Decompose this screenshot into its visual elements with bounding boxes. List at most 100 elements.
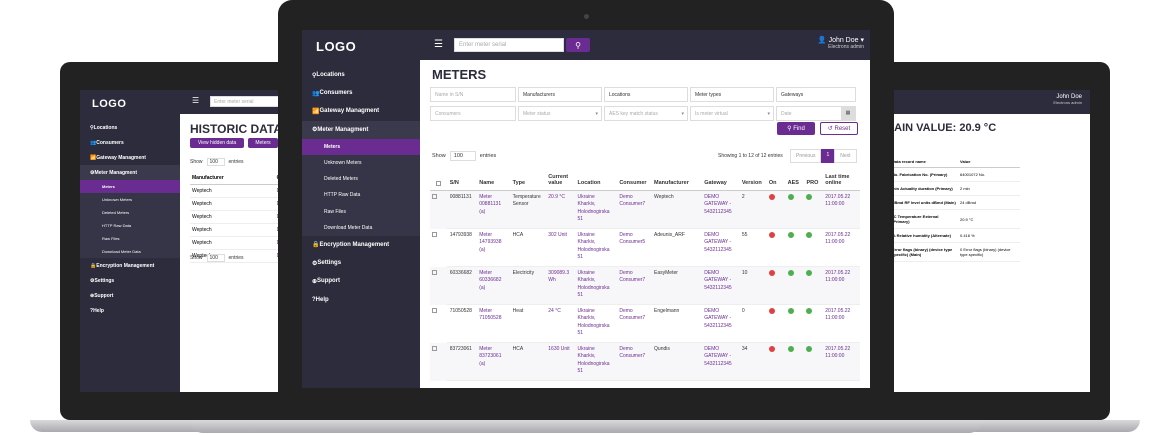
nav-locations[interactable]: ⚲ Locations bbox=[90, 124, 118, 131]
nav-settings[interactable]: ⚙ Settings bbox=[90, 277, 115, 284]
cell-name[interactable]: Meter 00881131 (a) bbox=[476, 190, 510, 229]
prev-button[interactable]: Previous bbox=[790, 149, 822, 163]
cell-val[interactable]: 1630 Unit bbox=[545, 342, 575, 381]
filter-locations[interactable]: Locations bbox=[604, 87, 688, 102]
calendar-icon[interactable]: ▦ bbox=[841, 107, 855, 120]
nav-support[interactable]: ⊕ Support bbox=[90, 292, 114, 299]
reset-button[interactable]: ↺ Reset bbox=[820, 122, 858, 135]
nav-gateway-managment[interactable]: 📶 Gateway Managment bbox=[312, 108, 380, 115]
subnav-meters[interactable]: Meters bbox=[302, 138, 420, 155]
subnav-download-meter-data[interactable]: Download Meter Data bbox=[80, 245, 180, 258]
nav-encryption-management[interactable]: 🔒 Encryption Management bbox=[90, 262, 155, 269]
subnav-http-raw-data[interactable]: HTTP Raw Data bbox=[302, 187, 420, 204]
column-header[interactable]: Consumer bbox=[616, 172, 652, 191]
column-header[interactable]: Last time online bbox=[822, 172, 860, 191]
column-header[interactable]: Version bbox=[738, 172, 766, 191]
meters-button[interactable]: Meters bbox=[248, 138, 278, 148]
nav-locations[interactable]: ⚲ Locations bbox=[312, 72, 345, 79]
cell-last[interactable]: 2017.05.22 11:00:00 bbox=[822, 342, 860, 381]
nav-support[interactable]: ⊕ Support bbox=[312, 278, 341, 285]
column-header[interactable]: Gateway bbox=[701, 172, 739, 191]
filter-manufacturers[interactable]: Manufacturers bbox=[518, 87, 602, 102]
nav-gateway-managment[interactable]: 📶 Gateway Managment bbox=[90, 154, 146, 161]
cell-gw[interactable]: DEMO GATEWAY - 5432112345 bbox=[701, 342, 739, 381]
row-checkbox[interactable] bbox=[430, 267, 447, 305]
cell-name[interactable]: Meter 83723061 (a) bbox=[476, 342, 510, 381]
cell-val[interactable]: 24 °C bbox=[545, 304, 575, 343]
search-icon[interactable]: ⚲ bbox=[566, 38, 590, 52]
nav-help[interactable]: ? Help bbox=[90, 307, 104, 314]
menu-icon[interactable]: ☰ bbox=[434, 39, 443, 50]
subnav-raw-files[interactable]: Raw Files bbox=[302, 203, 420, 220]
row-checkbox[interactable] bbox=[430, 229, 447, 267]
subnav-deleted-meters[interactable]: Deleted Meters bbox=[302, 171, 420, 188]
cell-cons[interactable]: Demo Consumer7 bbox=[616, 190, 652, 229]
user-menu[interactable]: 👤 John Doe ▾ Electrons admin bbox=[817, 37, 864, 50]
cell-name[interactable]: Meter 71050528 bbox=[476, 304, 510, 343]
nav-consumers[interactable]: 👥 Consumers bbox=[90, 139, 124, 146]
row-checkbox[interactable] bbox=[430, 305, 447, 343]
filter-meter-status[interactable]: Meter status ▾ bbox=[518, 106, 602, 121]
subnav-unknown-meters[interactable]: Unknown Meters bbox=[80, 193, 180, 206]
cell-name[interactable]: Meter 60336682 (a) bbox=[476, 266, 510, 305]
cell-last[interactable]: 2017.05.22 11:00:00 bbox=[822, 228, 860, 267]
nav-consumers[interactable]: 👥 Consumers bbox=[312, 90, 353, 97]
filter-meter-types[interactable]: Meter types bbox=[690, 87, 774, 102]
cell-last[interactable]: 2017.05.22 11:00:00 bbox=[822, 266, 860, 305]
view-hidden-button[interactable]: View hidden data bbox=[190, 138, 244, 148]
filter-name-in-s-n[interactable]: Name in S/N bbox=[430, 87, 516, 102]
find-button[interactable]: ⚲ Find bbox=[777, 122, 815, 135]
column-header[interactable]: Type bbox=[509, 172, 546, 191]
subnav-deleted-meters[interactable]: Deleted Meters bbox=[80, 206, 180, 219]
nav-settings[interactable]: ⚙ Settings bbox=[312, 260, 342, 267]
menu-icon[interactable]: ☰ bbox=[192, 96, 200, 105]
cell-cons[interactable]: Demo Consumer7 bbox=[616, 342, 652, 381]
column-header[interactable]: Manufacturer bbox=[651, 172, 702, 191]
cell-name[interactable]: Meter 14793938 (a) bbox=[476, 228, 510, 267]
nav-encryption-management[interactable]: 🔒 Encryption Management bbox=[312, 241, 390, 249]
filter-is-meter-virtual[interactable]: Is meter virtual ▾ bbox=[690, 106, 774, 121]
nav-meter-managment[interactable]: ⚙ Meter Managment bbox=[302, 120, 420, 139]
cell-gw[interactable]: DEMO GATEWAY - 5432112345 bbox=[701, 228, 739, 267]
cell-cons[interactable]: Demo Consumer5 bbox=[616, 228, 652, 267]
cell-loc[interactable]: Ukraine Kharkiv, Holodnogirska 51 bbox=[574, 228, 617, 267]
filter-date[interactable]: Date ▦ bbox=[776, 106, 856, 121]
column-header[interactable]: Location bbox=[574, 172, 617, 191]
filter-consumers[interactable]: Consumers bbox=[430, 106, 516, 121]
search-input[interactable]: Enter meter serial bbox=[454, 38, 564, 52]
column-header[interactable]: On bbox=[765, 172, 785, 191]
user-menu[interactable]: John Doe Electrons admin bbox=[1053, 94, 1082, 105]
cell-gw[interactable]: DEMO GATEWAY - 5432112345 bbox=[701, 266, 739, 305]
subnav-unknown-meters[interactable]: Unknown Meters bbox=[302, 154, 420, 172]
cell-last[interactable]: 2017.05.22 11:00:00 bbox=[822, 190, 860, 229]
filter-gateways[interactable]: Gateways bbox=[776, 87, 856, 102]
page-1-button[interactable]: 1 bbox=[821, 149, 835, 163]
next-button[interactable]: Next bbox=[834, 149, 857, 163]
column-header[interactable]: Current value bbox=[545, 172, 575, 191]
nav-meter-managment[interactable]: ⚙ Meter Managment bbox=[80, 165, 180, 180]
cell-cons[interactable]: Demo Consumer7 bbox=[616, 304, 652, 343]
subnav-raw-files[interactable]: Raw Files bbox=[80, 232, 180, 245]
filter-aes-key-match-status[interactable]: AES key match status ▾ bbox=[604, 106, 688, 121]
column-header[interactable]: S/N bbox=[446, 172, 477, 191]
select-all-checkbox[interactable] bbox=[430, 172, 447, 191]
cell-loc[interactable]: Ukraine Kharkiv, Holodnogirska 51 bbox=[574, 190, 617, 229]
cell-val[interactable]: 20.9 °C bbox=[545, 190, 575, 229]
cell-gw[interactable]: DEMO GATEWAY - 5432112345 bbox=[701, 304, 739, 343]
cell-loc[interactable]: Ukraine Kharkiv, Holodnogirska 51 bbox=[574, 342, 617, 381]
column-header[interactable]: AES bbox=[784, 172, 804, 191]
column-header[interactable]: PRO bbox=[803, 172, 823, 191]
row-checkbox[interactable] bbox=[430, 191, 447, 229]
cell-loc[interactable]: Ukraine Kharkiv, Holodnogirska 51 bbox=[574, 266, 617, 305]
subnav-http-raw-data[interactable]: HTTP Raw Data bbox=[80, 219, 180, 232]
nav-help[interactable]: ? Help bbox=[312, 296, 329, 303]
cell-cons[interactable]: Demo Consumer7 bbox=[616, 266, 652, 305]
cell-loc[interactable]: Ukraine Kharkiv, Holodnogirska 51 bbox=[574, 304, 617, 343]
cell-last[interactable]: 2017.05.22 11:00:00 bbox=[822, 304, 860, 343]
cell-val[interactable]: 302 Unit bbox=[545, 228, 575, 267]
row-checkbox[interactable] bbox=[430, 343, 447, 381]
column-header[interactable]: Name bbox=[476, 172, 510, 191]
cell-gw[interactable]: DEMO GATEWAY - 5432112345 bbox=[701, 190, 739, 229]
cell-val[interactable]: 309089.3 Wh bbox=[545, 266, 575, 305]
subnav-download-meter-data[interactable]: Download Meter Data bbox=[302, 219, 420, 236]
